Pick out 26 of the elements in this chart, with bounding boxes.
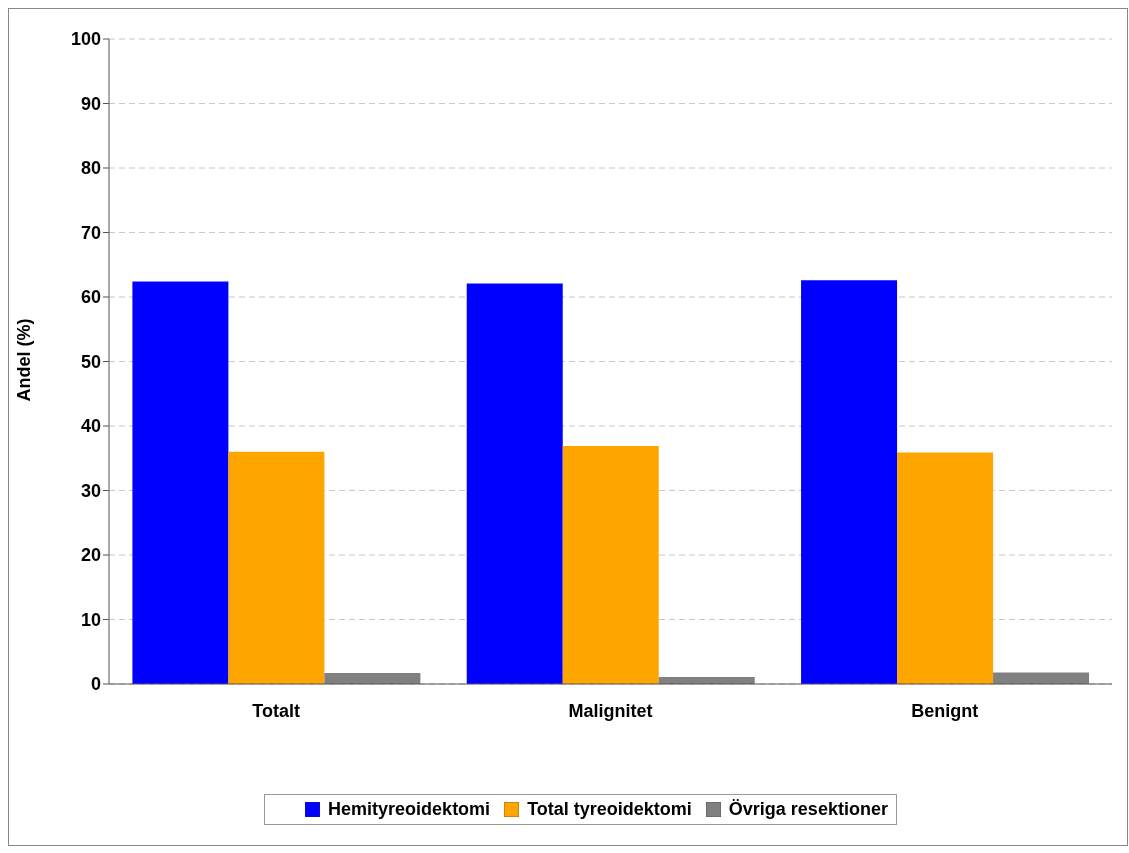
y-tick-label: 100 (70, 29, 101, 50)
bar (466, 283, 563, 684)
y-tick-label: 80 (80, 158, 101, 179)
legend-label: Övriga resektioner (727, 799, 888, 820)
y-tick-label: 10 (80, 609, 101, 630)
y-axis-title: Andel (%) (14, 318, 35, 402)
bar (324, 673, 421, 684)
y-tick-label: 0 (90, 674, 101, 695)
legend-label: Hemityreoidektomi (327, 799, 491, 820)
bar (993, 672, 1090, 684)
bar (897, 452, 994, 684)
y-tick-label: 30 (80, 480, 101, 501)
y-tick-label: 50 (80, 351, 101, 372)
x-tick-label: Benignt (911, 700, 979, 721)
x-tick-label: Malignitet (568, 700, 653, 721)
y-tick-label: 60 (80, 287, 101, 308)
bar (132, 281, 229, 684)
x-tick-label: Totalt (252, 700, 300, 721)
y-tick-label: 90 (80, 93, 101, 114)
y-tick-label: 20 (80, 545, 101, 566)
legend-label: Total tyreoidektomi (526, 799, 692, 820)
bar (562, 446, 659, 684)
bar (801, 280, 898, 684)
y-tick-label: 40 (80, 416, 101, 437)
y-tick-label: 70 (80, 222, 101, 243)
bar (228, 451, 325, 684)
